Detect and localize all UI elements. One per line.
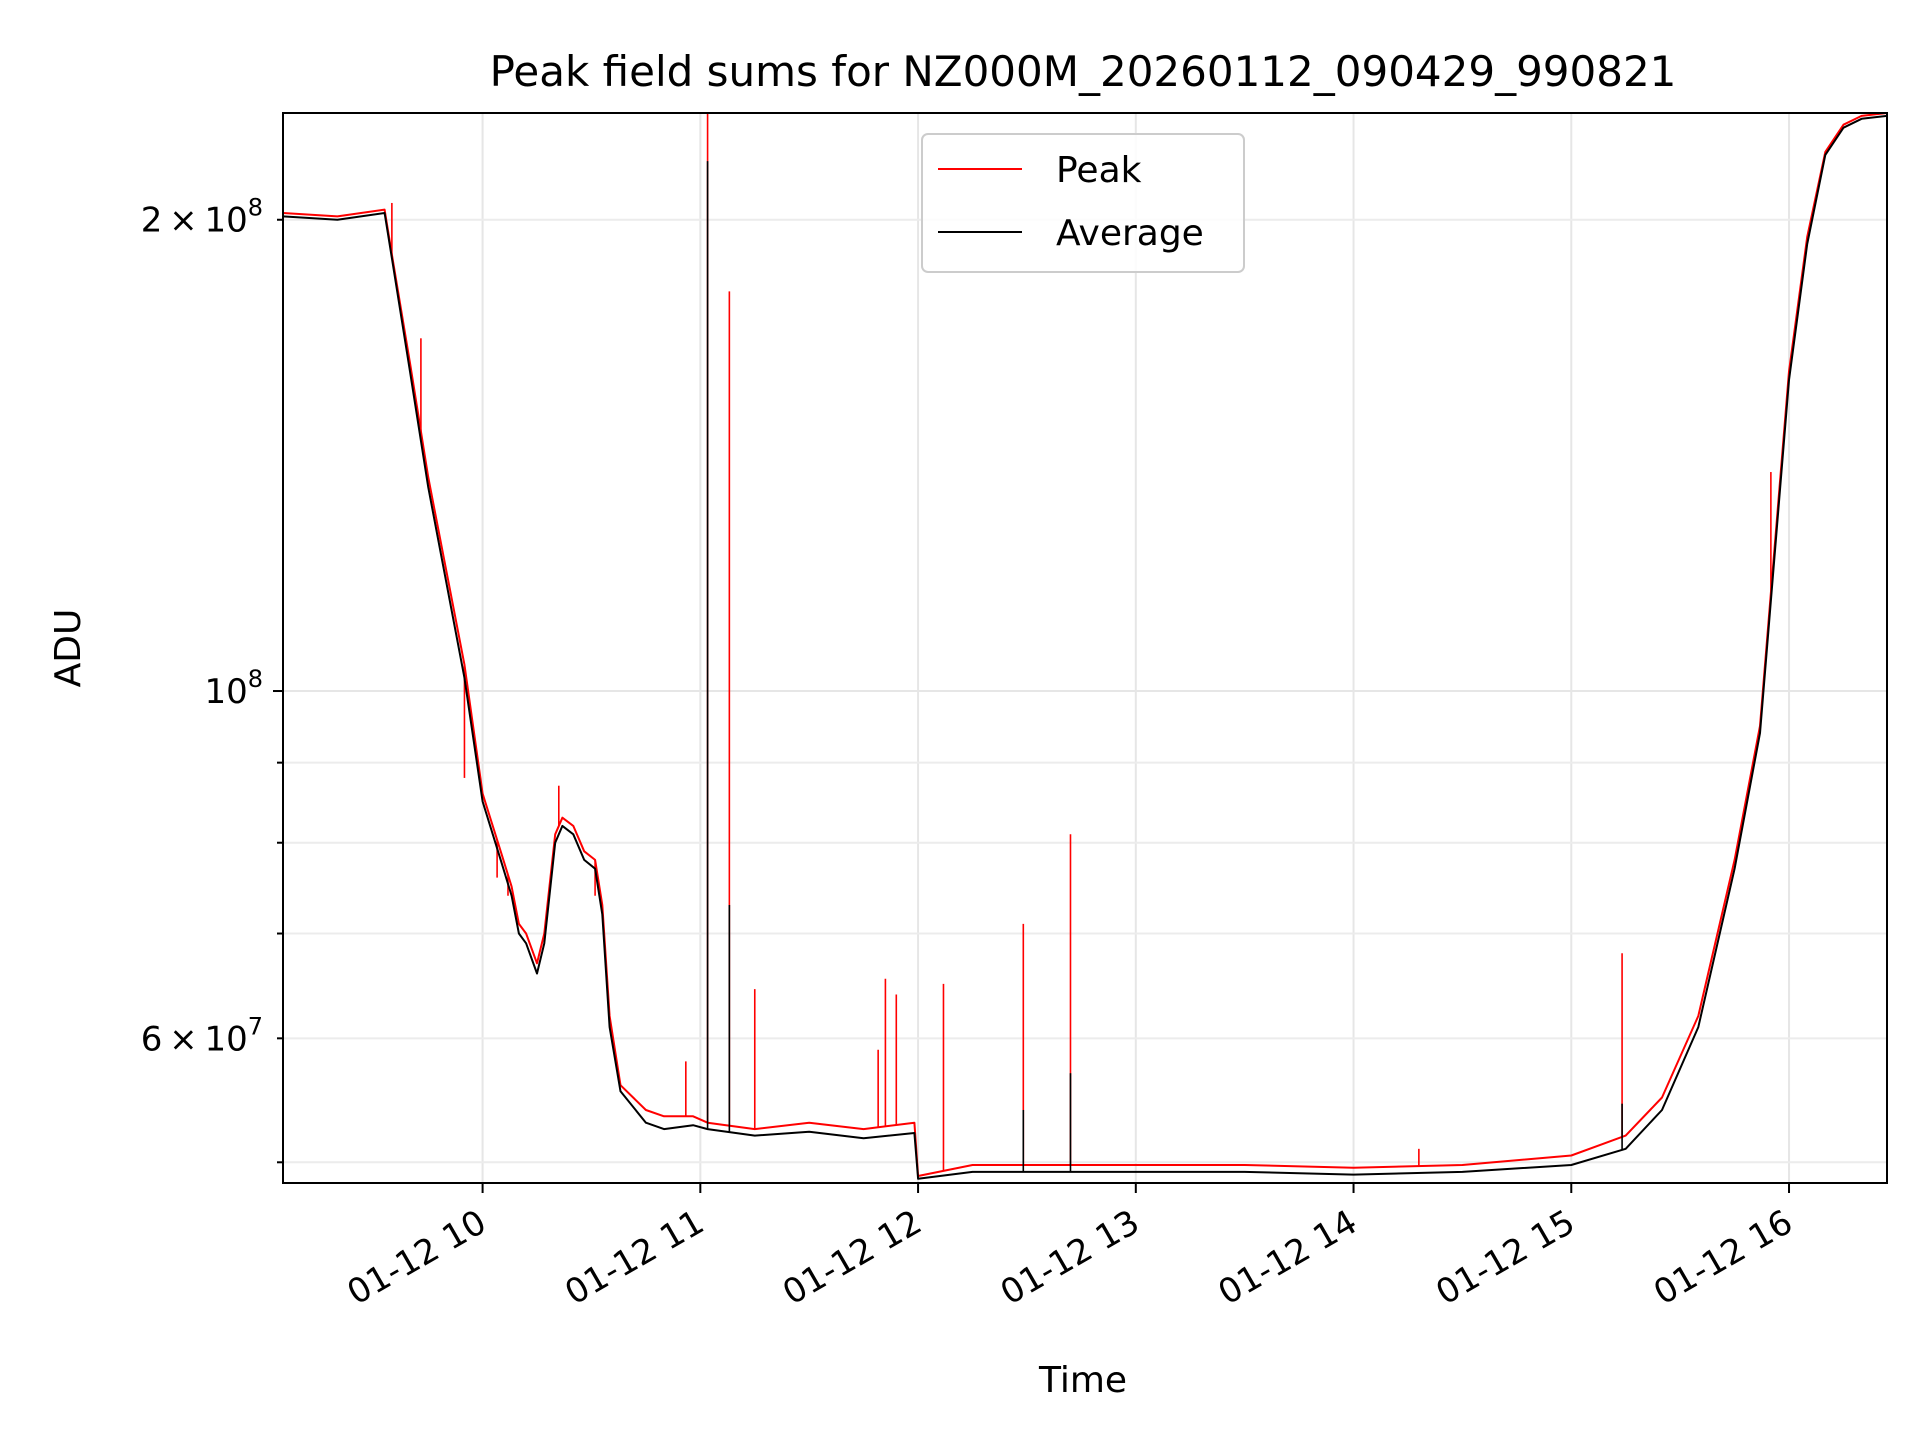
y-tick-label: 108 [204,665,263,712]
series-layer [283,113,1887,1180]
series-line-peak [283,113,1887,1177]
legend-label-peak: Peak [1056,150,1142,191]
chart-title: Peak field sums for NZ000M_20260112_0904… [490,47,1677,96]
series-group [283,113,1887,1180]
legend: Peak Average [921,133,1245,273]
y-tick-label: 2 × 108 [141,194,263,241]
grid [283,113,1887,1183]
legend-label-average: Average [1056,213,1204,254]
plot-frame [282,112,1888,1184]
y-axis-label: ADU [48,609,89,688]
x-axis-label: Time [1038,1360,1127,1401]
y-axis: 6 × 107 2 × 108 108 [141,194,283,1164]
series-line-average [283,114,1887,1180]
y-tick-label: 6 × 107 [141,1012,263,1059]
